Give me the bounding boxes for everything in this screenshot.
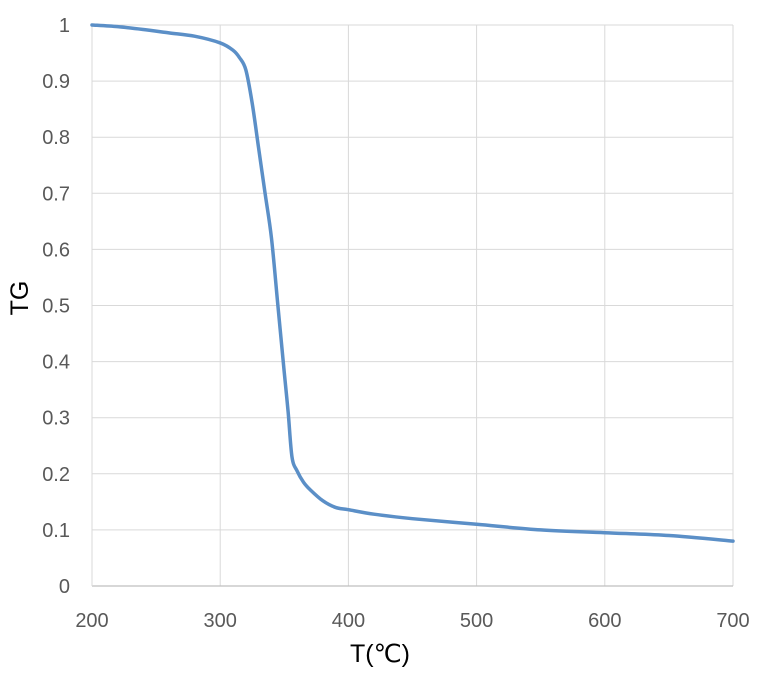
x-tick-label: 200 [75,610,108,632]
y-tick-label: 0.8 [42,127,70,149]
x-tick-label: 700 [716,610,749,632]
y-tick-label: 0.9 [42,71,70,93]
y-tick-label: 0.6 [42,239,70,261]
y-tick-label: 1 [59,15,70,37]
x-tick-label: 500 [460,610,493,632]
y-tick-label: 0 [59,576,70,598]
tick-labels: 0 0.1 0.2 0.3 0.4 0.5 0.6 0.7 0.8 0.9 1 200 300 400 50… [42,15,750,632]
grid-lines [92,24,734,586]
y-tick-label: 0.7 [42,183,70,205]
y-axis-title: TG [6,281,34,316]
y-tick-label: 0.2 [42,464,70,486]
y-tick-label: 0.1 [42,520,70,542]
x-tick-label: 300 [204,610,237,632]
y-tick-label: 0.4 [42,352,70,374]
x-tick-label: 400 [332,610,365,632]
y-tick-label: 0.5 [42,296,70,318]
tg-series-line [90,23,735,543]
x-tick-label: 600 [588,610,621,632]
series-layer [90,23,735,543]
y-tick-label: 0.3 [42,408,70,430]
x-axis-title: T(℃) [350,640,410,668]
axes [91,25,733,587]
